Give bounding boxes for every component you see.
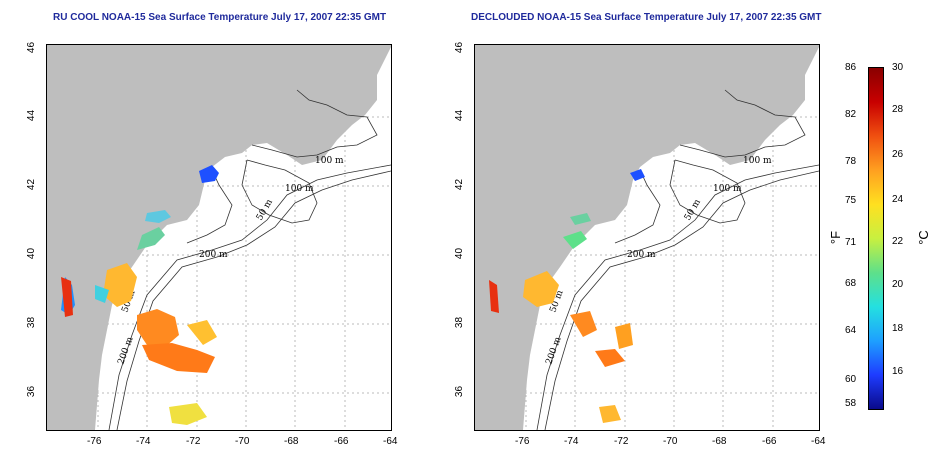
x-tick-label: -72 — [614, 436, 629, 447]
y-tick-label: 40 — [26, 247, 38, 260]
x-tick-label: -70 — [663, 436, 678, 447]
y-tick-label: 44 — [26, 109, 38, 122]
x-tick-label: -76 — [87, 436, 102, 447]
fahrenheit-tick: 82 — [845, 109, 857, 120]
contour-label: 50 m — [683, 197, 703, 222]
y-tick-label: 38 — [454, 316, 466, 329]
fahrenheit-tick: 68 — [845, 278, 857, 289]
map-right-svg: 100 m 100 m 50 m 200 m 50 m 200 m — [475, 45, 819, 430]
fahrenheit-tick: 58 — [845, 398, 857, 409]
fahrenheit-tick: 78 — [845, 156, 857, 167]
map-panel-right: 100 m 100 m 50 m 200 m 50 m 200 m — [474, 44, 820, 431]
y-tick-label: 46 — [454, 41, 466, 54]
sst-patches-left — [61, 165, 219, 425]
x-tick-label: -74 — [136, 436, 151, 447]
fahrenheit-tick: 64 — [845, 325, 857, 336]
contour-label: 200 m — [199, 250, 228, 260]
title-right: DECLOUDED NOAA-15 Sea Surface Temperatur… — [471, 12, 822, 23]
x-tick-label: -70 — [235, 436, 250, 447]
land-right — [475, 45, 819, 430]
y-tick-label: 46 — [26, 41, 38, 54]
celsius-tick: 30 — [892, 62, 904, 73]
x-tick-label: -64 — [811, 436, 826, 447]
map-left-svg: 100 m 100 m 50 m 200 m 50 m 200 m — [47, 45, 391, 430]
unit-fahrenheit: °F — [828, 230, 844, 245]
celsius-tick: 18 — [892, 323, 904, 334]
contour-label: 100 m — [315, 156, 344, 166]
contour-label: 100 m — [713, 184, 742, 194]
celsius-tick: 22 — [892, 236, 904, 247]
y-tick-label: 36 — [454, 385, 466, 398]
y-tick-label: 38 — [26, 316, 38, 329]
y-tick-label: 42 — [454, 178, 466, 191]
colorbar — [868, 67, 884, 410]
fahrenheit-tick: 75 — [845, 195, 857, 206]
y-tick-label: 36 — [26, 385, 38, 398]
contour-label: 100 m — [743, 156, 772, 166]
celsius-tick: 26 — [892, 149, 904, 160]
fahrenheit-tick: 71 — [845, 237, 857, 248]
x-tick-label: -76 — [515, 436, 530, 447]
land-left — [47, 45, 391, 430]
x-tick-label: -68 — [284, 436, 299, 447]
celsius-tick: 28 — [892, 104, 904, 115]
y-tick-label: 44 — [454, 109, 466, 122]
fahrenheit-tick: 86 — [845, 62, 857, 73]
celsius-tick: 24 — [892, 194, 904, 205]
map-panel-left: 100 m 100 m 50 m 200 m 50 m 200 m — [46, 44, 392, 431]
x-tick-label: -66 — [762, 436, 777, 447]
celsius-tick: 20 — [892, 279, 904, 290]
x-tick-label: -74 — [564, 436, 579, 447]
title-left: RU COOL NOAA-15 Sea Surface Temperature … — [53, 12, 387, 23]
x-tick-label: -66 — [334, 436, 349, 447]
x-tick-label: -72 — [186, 436, 201, 447]
contour-label: 100 m — [285, 184, 314, 194]
unit-celsius: °C — [915, 230, 931, 245]
fahrenheit-tick: 60 — [845, 374, 857, 385]
y-tick-label: 40 — [454, 247, 466, 260]
x-tick-label: -68 — [712, 436, 727, 447]
sst-patches-right — [489, 169, 645, 423]
y-tick-label: 42 — [26, 178, 38, 191]
contour-label: 200 m — [627, 250, 656, 260]
x-tick-label: -64 — [383, 436, 398, 447]
celsius-tick: 16 — [892, 366, 904, 377]
contour-label: 50 m — [255, 197, 275, 222]
